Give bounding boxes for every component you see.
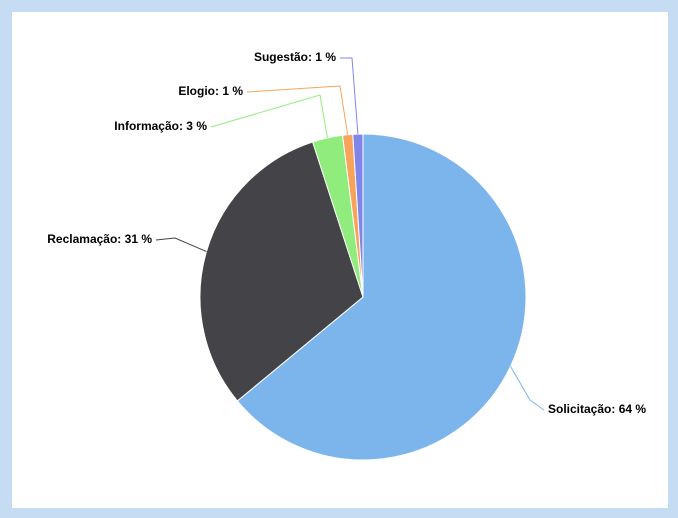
pie-slice [236, 133, 527, 461]
pie-slice [352, 133, 364, 298]
data-label: Sugestão: 1 % [254, 50, 336, 64]
connector [510, 366, 545, 411]
connector [155, 237, 207, 252]
connector [246, 85, 349, 135]
data-label: Reclamação: 31 % [47, 232, 152, 246]
data-label: Solicitação: 64 % [548, 402, 646, 416]
connector [210, 94, 328, 139]
data-label: Elogio: 1 % [178, 84, 243, 98]
connector [340, 57, 359, 135]
data-label: Informação: 3 % [114, 119, 207, 133]
